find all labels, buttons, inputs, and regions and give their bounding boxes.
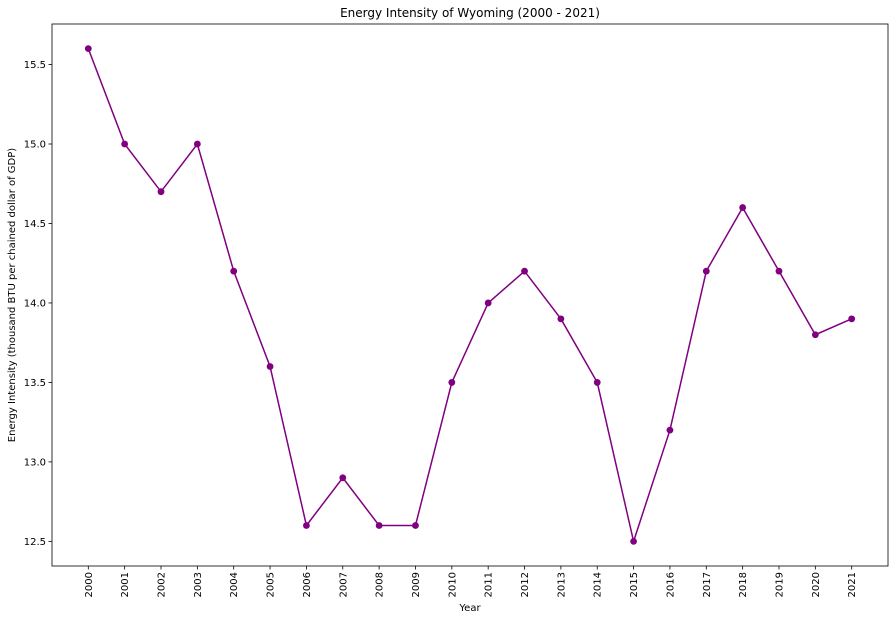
- x-tick-label: 2002: [157, 572, 168, 597]
- x-axis-ticks: 2000 2001 2002 2003 2004 2005 2006 2007 2008 2009…: [84, 566, 858, 597]
- x-axis-label: Year: [458, 603, 481, 614]
- data-point: [811, 331, 819, 339]
- data-point: [193, 140, 201, 148]
- series-line: [87, 48, 853, 545]
- x-tick-label: 2017: [702, 572, 713, 597]
- x-tick-label: 2004: [229, 572, 240, 597]
- data-point: [848, 315, 856, 323]
- data-point: [521, 267, 528, 275]
- data-point: [775, 267, 783, 275]
- y-tick-label: 13.0: [24, 457, 46, 468]
- data-point: [84, 45, 92, 53]
- data-point: [266, 363, 274, 370]
- y-axis-ticks: 12.5 13.0 13.5 14.0 14.5 15.0 15.5: [24, 60, 52, 548]
- y-tick-label: 12.5: [24, 537, 46, 548]
- data-point: [375, 522, 383, 529]
- x-tick-label: 2011: [484, 572, 495, 597]
- y-tick-label: 14.5: [24, 219, 46, 230]
- data-point: [157, 188, 165, 196]
- data-point: [230, 267, 238, 275]
- x-tick-label: 2005: [266, 572, 277, 597]
- x-tick-label: 2016: [665, 572, 676, 597]
- data-point: [557, 315, 565, 323]
- data-point: [339, 474, 347, 482]
- data-point: [448, 379, 456, 386]
- x-tick-label: 2010: [447, 572, 458, 597]
- x-tick-label: 2018: [738, 572, 749, 597]
- data-point: [412, 522, 419, 529]
- chart-title: Energy Intensity of Wyoming (2000 - 2021…: [340, 6, 600, 20]
- x-tick-label: 2021: [847, 572, 858, 597]
- data-point: [484, 299, 492, 307]
- data-point: [702, 267, 710, 275]
- x-tick-label: 2012: [520, 572, 531, 597]
- x-tick-label: 2001: [120, 572, 131, 597]
- y-tick-label: 15.5: [24, 60, 46, 71]
- x-tick-label: 2007: [338, 572, 349, 597]
- x-tick-label: 2020: [811, 572, 822, 597]
- x-tick-label: 2003: [193, 572, 204, 597]
- data-point: [630, 537, 637, 545]
- series-group: [84, 45, 856, 545]
- data-point: [593, 379, 601, 386]
- y-axis-label: Energy Intensity (thousand BTU per chain…: [7, 148, 18, 442]
- x-tick-label: 2000: [84, 572, 95, 597]
- x-tick-label: 2019: [774, 572, 785, 597]
- x-tick-label: 2006: [302, 572, 313, 597]
- data-point: [121, 140, 129, 148]
- x-tick-label: 2008: [375, 572, 386, 597]
- data-point: [739, 204, 747, 211]
- data-point: [666, 426, 674, 434]
- x-tick-label: 2015: [629, 572, 640, 597]
- x-tick-label: 2014: [593, 572, 604, 597]
- plot-frame: [51, 23, 889, 567]
- x-tick-label: 2009: [411, 572, 422, 597]
- data-point: [303, 522, 310, 529]
- y-tick-label: 13.5: [24, 378, 46, 389]
- y-tick-label: 15.0: [24, 140, 46, 151]
- x-tick-label: 2013: [556, 572, 567, 597]
- y-tick-label: 14.0: [24, 298, 46, 309]
